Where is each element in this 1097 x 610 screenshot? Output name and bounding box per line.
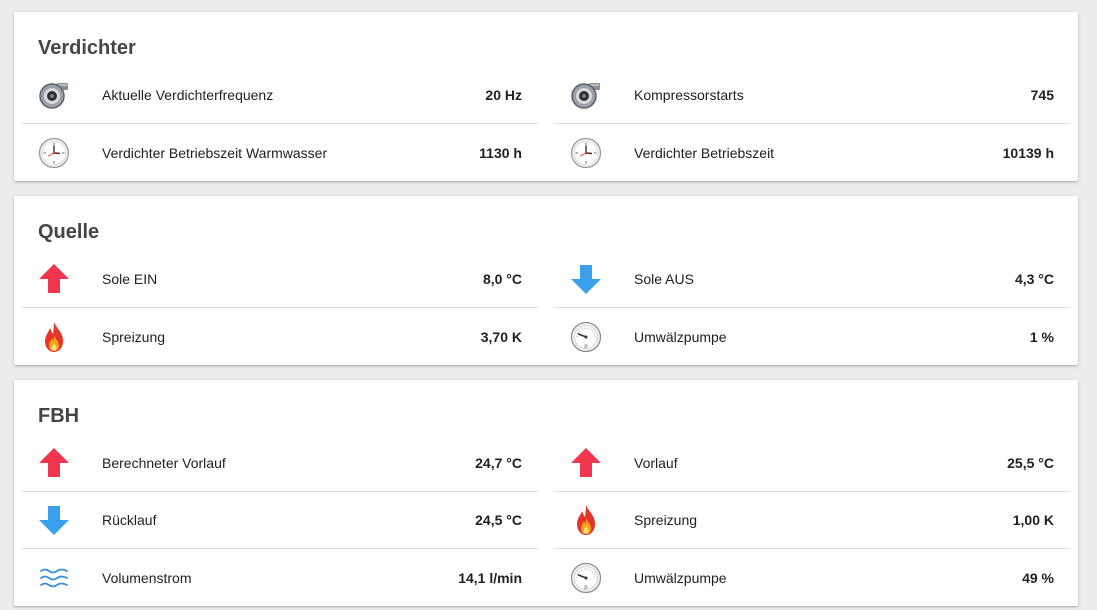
entity-value: 1,00 K xyxy=(1012,512,1054,528)
card-title: FBH xyxy=(38,405,80,427)
arrow-up-icon xyxy=(38,447,70,479)
entity-value: 1 % xyxy=(1029,328,1054,345)
compressor-icon xyxy=(38,79,70,111)
card-verdichter: Verdichter Aktuelle Verdichterfrequenz 2… xyxy=(14,12,1078,181)
column-right: Vorlauf 25,5 °C Spreizung 1,00 K p Umwäl… xyxy=(554,435,1070,606)
entity-value: 24,7 °C xyxy=(475,455,522,471)
arrow-up-icon xyxy=(570,447,602,479)
entity-value: 4,3 °C xyxy=(1014,271,1054,287)
entity-row-spreizung[interactable]: Spreizung 3,70 K xyxy=(22,308,538,365)
entity-label: Spreizung xyxy=(634,512,698,528)
entity-row-sole-ein[interactable]: Sole EIN 8,0 °C xyxy=(22,251,538,308)
entity-label: Rücklauf xyxy=(102,512,157,528)
entity-row-betriebszeit-warmwasser[interactable]: Verdichter Betriebszeit Warmwasser 1130 … xyxy=(22,124,538,181)
entity-value: 8,0 °C xyxy=(482,271,522,287)
entity-row-vorlauf[interactable]: Vorlauf 25,5 °C xyxy=(554,435,1070,492)
entity-value: 3,70 K xyxy=(480,328,522,345)
entity-row-umwaelzpumpe[interactable]: p Umwälzpumpe 1 % xyxy=(554,308,1070,365)
entity-row-betriebszeit[interactable]: Verdichter Betriebszeit 10139 h xyxy=(554,124,1070,181)
flame-icon xyxy=(570,504,602,536)
pressure-gauge-icon: p xyxy=(570,562,602,594)
entity-value: 14,1 l/min xyxy=(458,569,522,586)
entity-label: Spreizung xyxy=(102,328,166,345)
entity-value: 10139 h xyxy=(1002,144,1054,161)
entity-value: 24,5 °C xyxy=(475,512,522,528)
column-right: Kompressorstarts 745 Verdichter Betriebs… xyxy=(554,67,1070,181)
entity-row-volumenstrom[interactable]: Volumenstrom 14,1 l/min xyxy=(22,549,538,606)
entity-label: Sole EIN xyxy=(102,271,158,287)
entity-row-verdichterfrequenz[interactable]: Aktuelle Verdichterfrequenz 20 Hz xyxy=(22,67,538,124)
entity-value: 745 xyxy=(1030,87,1054,103)
arrow-down-icon xyxy=(570,263,602,295)
column-left: Sole EIN 8,0 °C Spreizung 3,70 K xyxy=(22,251,538,365)
card-title: Quelle xyxy=(38,221,100,243)
entity-row-umwaelzpumpe[interactable]: p Umwälzpumpe 49 % xyxy=(554,549,1070,606)
entity-value: 49 % xyxy=(1022,569,1054,586)
svg-text:p: p xyxy=(584,584,588,590)
entity-label: Berechneter Vorlauf xyxy=(102,455,226,471)
column-left: Berechneter Vorlauf 24,7 °C Rücklauf 24,… xyxy=(22,435,538,606)
compressor-icon xyxy=(570,79,602,111)
entity-row-sole-aus[interactable]: Sole AUS 4,3 °C xyxy=(554,251,1070,308)
clock-icon xyxy=(570,137,602,169)
entity-row-berechneter-vorlauf[interactable]: Berechneter Vorlauf 24,7 °C xyxy=(22,435,538,492)
svg-text:p: p xyxy=(584,343,588,349)
entity-label: Umwälzpumpe xyxy=(634,328,727,345)
clock-icon xyxy=(38,137,70,169)
arrow-down-icon xyxy=(38,504,70,536)
arrow-up-icon xyxy=(38,263,70,295)
card-title: Verdichter xyxy=(38,37,136,59)
entity-label: Sole AUS xyxy=(634,271,694,287)
entity-label: Umwälzpumpe xyxy=(634,569,727,586)
card-fbh: FBH Berechneter Vorlauf 24,7 °C Rücklauf… xyxy=(14,380,1078,606)
entity-label: Kompressorstarts xyxy=(634,87,744,103)
card-quelle: Quelle Sole EIN 8,0 °C Spreizung 3,70 K … xyxy=(14,196,1078,365)
entity-label: Vorlauf xyxy=(634,455,678,471)
column-left: Aktuelle Verdichterfrequenz 20 Hz Verdic… xyxy=(22,67,538,181)
entity-row-ruecklauf[interactable]: Rücklauf 24,5 °C xyxy=(22,492,538,549)
water-waves-icon xyxy=(38,562,70,594)
entity-row-spreizung[interactable]: Spreizung 1,00 K xyxy=(554,492,1070,549)
entity-value: 1130 h xyxy=(479,144,522,161)
pressure-gauge-icon: p xyxy=(570,321,602,353)
entity-value: 20 Hz xyxy=(485,87,522,103)
entity-label: Verdichter Betriebszeit Warmwasser xyxy=(102,144,328,161)
entity-value: 25,5 °C xyxy=(1007,455,1054,471)
flame-icon xyxy=(38,321,70,353)
entity-label: Aktuelle Verdichterfrequenz xyxy=(102,87,274,103)
column-right: Sole AUS 4,3 °C p Umwälzpumpe 1 % xyxy=(554,251,1070,365)
entity-label: Verdichter Betriebszeit xyxy=(634,144,775,161)
entity-row-kompressorstarts[interactable]: Kompressorstarts 745 xyxy=(554,67,1070,124)
entity-label: Volumenstrom xyxy=(102,569,192,586)
